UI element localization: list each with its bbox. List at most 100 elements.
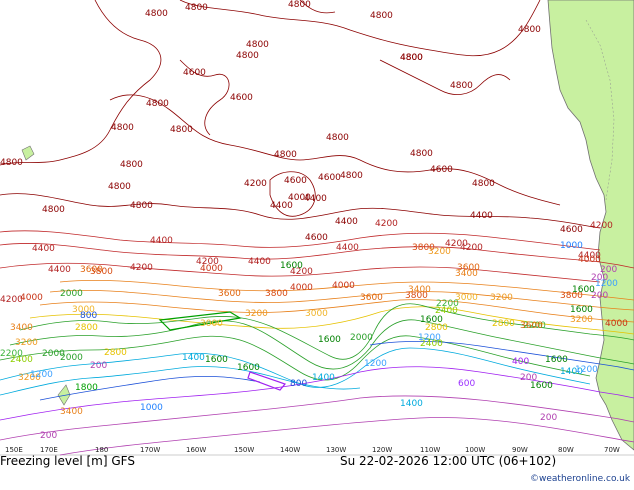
contour-label: 400 xyxy=(512,357,529,367)
contour-label: 3400 xyxy=(455,269,478,279)
contour-label: 1600 xyxy=(572,285,595,295)
longitude-label: 180 xyxy=(95,446,108,454)
contour-label: 3600 xyxy=(80,265,103,275)
contour-label: 4000 xyxy=(20,293,43,303)
longitude-label: 120W xyxy=(372,446,392,454)
contour-label: 4200 xyxy=(244,179,267,189)
contour-label: 3200 xyxy=(18,373,41,383)
contour-label: 1600 xyxy=(280,261,303,271)
contour-label: 1600 xyxy=(205,355,228,365)
contour-label: 3200 xyxy=(490,293,513,303)
land-south-america xyxy=(547,0,634,451)
contour-label: 1800 xyxy=(75,383,98,393)
contour-label: 1400 xyxy=(560,367,583,377)
contour-label: 4800 xyxy=(326,133,349,143)
contour-label: 4200 xyxy=(460,243,483,253)
contour-label: 200 xyxy=(40,431,57,441)
contour-label: 4800 xyxy=(185,3,208,13)
contour-label: 4800 xyxy=(170,125,193,135)
contour-label: 4800 xyxy=(450,81,473,91)
contour-label: 4400 xyxy=(270,201,293,211)
contour-label: 4800 xyxy=(340,171,363,181)
contour-label: 3200 xyxy=(570,315,593,325)
contour-label: 4400 xyxy=(304,194,327,204)
longitude-label: 100W xyxy=(465,446,485,454)
contour-label: 4400 xyxy=(335,217,358,227)
contour-label: 4800 xyxy=(0,158,23,168)
contour-label: 800 xyxy=(290,379,307,389)
contour-label: 2200 xyxy=(436,299,459,309)
contour-label: 3000 xyxy=(200,319,223,329)
contour-label: 2800 xyxy=(104,348,127,358)
contour-label: 4200 xyxy=(130,263,153,273)
credit-link[interactable]: ©weatheronline.co.uk xyxy=(530,474,631,484)
contour-label: 4800 xyxy=(42,205,65,215)
contour-label: 4800 xyxy=(410,149,433,159)
contours-darkblue xyxy=(39,340,634,401)
longitude-label: 90W xyxy=(512,446,528,454)
contour-label: 4000 xyxy=(288,193,311,203)
contour-label: 4800 xyxy=(274,150,297,160)
contour-label: 2800 xyxy=(492,319,515,329)
contour-label: 4800 xyxy=(288,0,311,10)
longitude-label: 160W xyxy=(186,446,206,454)
contour-label: 3200 xyxy=(15,338,38,348)
contours-green xyxy=(0,303,634,381)
longitude-label: 80W xyxy=(558,446,574,454)
contour-label: 3000 xyxy=(72,305,95,315)
contour-label: 4800 xyxy=(246,40,269,50)
contour-label: 1200 xyxy=(30,370,53,380)
contour-label: 200 xyxy=(90,361,107,371)
contour-label: 3000 xyxy=(0,0,23,3)
valid-time: Su 22-02-2026 12:00 UTC (06+102) xyxy=(340,454,557,468)
front-band-2 xyxy=(247,371,287,391)
contour-label: 200 xyxy=(591,291,608,301)
contour-label: 4800 xyxy=(130,201,153,211)
contour-label: 200 xyxy=(600,265,617,275)
contour-label: 4800 xyxy=(108,182,131,192)
contour-label: 4400 xyxy=(248,257,271,267)
contour-label: 4600 xyxy=(0,0,23,3)
contour-label: 2400 xyxy=(420,339,443,349)
contour-label: 4200 xyxy=(0,295,23,305)
contour-label: 4800 xyxy=(111,123,134,133)
contour-label: 4200 xyxy=(375,219,398,229)
contour-label: 3400 xyxy=(10,323,33,333)
contour-label: 3600 xyxy=(218,289,241,299)
contour-label: 4800 xyxy=(236,51,259,61)
contours-yellow xyxy=(29,306,634,335)
contours-purple xyxy=(0,366,634,421)
contour-label: 2000 xyxy=(60,353,83,363)
contour-label: 4400 xyxy=(336,243,359,253)
front-band-1 xyxy=(158,311,242,331)
contour-label: 2400 xyxy=(10,355,33,365)
contour-label: 2000 xyxy=(350,333,373,343)
contour-label: 1200 xyxy=(0,0,23,3)
contour-label: 2200 xyxy=(0,349,23,359)
longitude-label: 170W xyxy=(140,446,160,454)
contour-label: 1000 xyxy=(560,241,583,251)
longitude-label: 150W xyxy=(234,446,254,454)
contour-label: 4600 xyxy=(318,173,341,183)
longitude-label: 140W xyxy=(280,446,300,454)
island-nz xyxy=(57,384,71,406)
contour-label: 3600 xyxy=(360,293,383,303)
contour-label: 2800 xyxy=(425,323,448,333)
contour-label: 4800 xyxy=(146,99,169,109)
contour-label: 3800 xyxy=(412,243,435,253)
contour-label: 1400 xyxy=(400,399,423,409)
contour-label: 4400 xyxy=(48,265,71,275)
contour-label: 1000 xyxy=(140,403,163,413)
contour-label: 4800 xyxy=(472,179,495,189)
contour-label: 3400 xyxy=(60,407,83,417)
contour-label: 4600 xyxy=(305,233,328,243)
contour-label: 3400 xyxy=(408,285,431,295)
land-inner-border xyxy=(585,19,615,201)
contour-label: 4800 xyxy=(400,53,423,63)
contour-label: 4200 xyxy=(445,239,468,249)
contour-label: 4800 xyxy=(400,53,423,63)
contour-label: 4000 xyxy=(578,255,601,265)
contour-label: 4000 xyxy=(605,319,628,329)
contour-label: 4600 xyxy=(430,165,453,175)
